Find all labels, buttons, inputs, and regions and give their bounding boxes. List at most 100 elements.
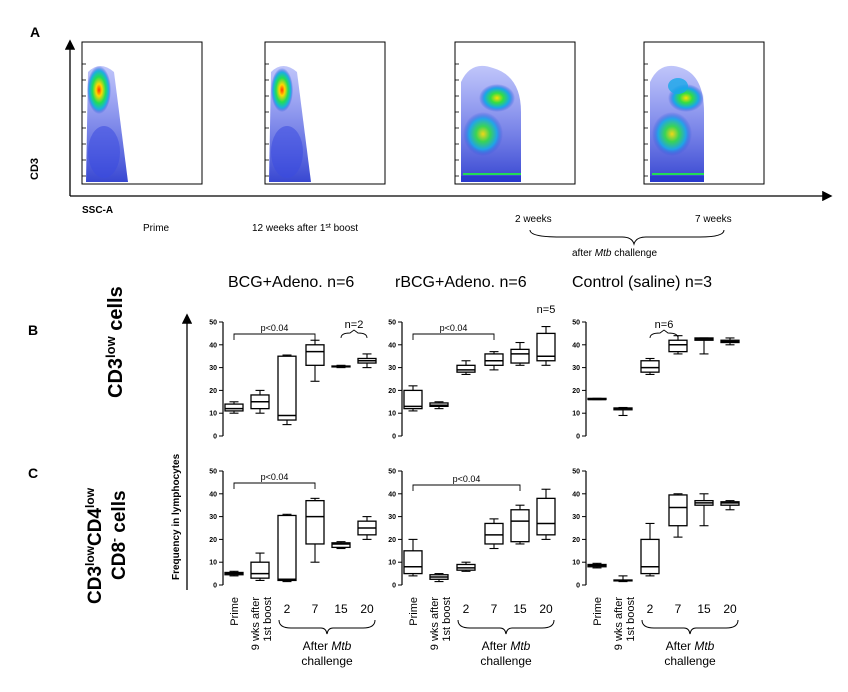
box-y-tick-label: 20 — [209, 388, 217, 395]
after-brace — [278, 619, 376, 635]
panel-a-label: A — [30, 24, 40, 40]
box-mark — [668, 335, 688, 355]
box-mark — [484, 351, 504, 371]
n-bracket — [649, 329, 679, 339]
box-mark — [456, 561, 476, 572]
box-mark — [331, 364, 351, 369]
box-mark — [305, 497, 325, 563]
x-label-9wks: 9 wks after — [429, 597, 441, 651]
x-label-prime: Prime — [408, 597, 420, 626]
box-chart-b-3: 0 10 20 30 40 50 n=6 — [572, 319, 740, 441]
box-mark — [720, 337, 740, 346]
n-label: n=5 — [537, 304, 556, 316]
box-y-tick-label: 0 — [392, 434, 396, 441]
box-mark — [403, 385, 423, 412]
significance-bracket — [412, 484, 521, 491]
challenge-caption: after Mtb challenge — [572, 248, 657, 259]
box-y-tick-label: 40 — [209, 342, 217, 349]
box-y-tick-label: 30 — [209, 365, 217, 372]
box-mark — [536, 326, 556, 366]
x-label-9wks: 9 wks after — [613, 597, 625, 651]
box-y-tick-label: 50 — [572, 320, 580, 327]
x-label-week: 20 — [539, 602, 553, 616]
after-label-line2: challenge — [480, 654, 532, 668]
x-label-week: 7 — [675, 602, 682, 616]
box-y-tick-label: 0 — [213, 434, 217, 441]
flow-plot-3 — [454, 41, 576, 185]
group-title-control: Control (saline) n=3 — [572, 274, 712, 291]
box-y-tick-label: 10 — [209, 411, 217, 418]
frequency-axis-title: Frequency in lymphocytes — [171, 453, 182, 580]
x-label-1st-boost: 1st boost — [441, 597, 453, 642]
box-y-tick-label: 10 — [209, 560, 217, 567]
box-mark — [640, 357, 660, 375]
box-mark — [277, 354, 297, 426]
box-mark — [613, 575, 633, 583]
x-label-week: 20 — [360, 602, 374, 616]
box-mark — [694, 493, 714, 527]
group-title-bcg: BCG+Adeno. n=6 — [228, 274, 354, 291]
box-y-tick-label: 20 — [388, 388, 396, 395]
box-mark — [357, 353, 377, 369]
box-y-tick-label: 40 — [209, 491, 217, 498]
flow-caption-boost: 12 weeks after 1st boost — [252, 223, 358, 235]
box-y-tick-label: 10 — [388, 411, 396, 418]
after-label: After Mtb — [666, 639, 715, 653]
box-y-tick-label: 30 — [572, 514, 580, 521]
n-label: n=2 — [345, 319, 364, 331]
box-mark — [587, 397, 607, 401]
x-label-week: 15 — [513, 602, 527, 616]
significance-bracket — [233, 333, 316, 340]
x-label-week: 2 — [284, 602, 291, 616]
x-label-week: 7 — [491, 602, 498, 616]
box-mark — [250, 552, 270, 581]
significance-label: p<0.04 — [261, 323, 289, 333]
x-label-week: 2 — [463, 602, 470, 616]
box-y-tick-label: 20 — [572, 388, 580, 395]
box-mark — [403, 538, 423, 577]
after-label-line2: challenge — [664, 654, 716, 668]
flow-plot-1 — [81, 41, 203, 185]
box-mark — [613, 406, 633, 417]
box-mark — [694, 337, 714, 355]
box-mark — [668, 493, 688, 538]
x-label-prime: Prime — [229, 597, 241, 626]
box-y-tick-label: 30 — [388, 514, 396, 521]
box-mark — [250, 389, 270, 414]
after-brace — [641, 619, 739, 635]
flow-plots — [81, 41, 765, 185]
x-labels-group-3: Prime 9 wks after 1st boost 2 7 15 20 After Mtb… — [592, 597, 739, 668]
box-mark — [429, 573, 449, 583]
box-y-tick-label: 30 — [388, 365, 396, 372]
box-y-tick-label: 30 — [209, 514, 217, 521]
box-mark — [587, 562, 607, 569]
x-label-week: 20 — [723, 602, 737, 616]
box-mark — [484, 518, 504, 550]
box-y-tick-label: 20 — [388, 537, 396, 544]
panel-b-label: B — [28, 322, 38, 338]
after-label: After Mtb — [482, 639, 531, 653]
panel-a-y-label: CD3 — [29, 158, 41, 180]
box-y-tick-label: 50 — [388, 469, 396, 476]
x-label-prime: Prime — [592, 597, 604, 626]
after-label: After Mtb — [303, 639, 352, 653]
box-y-tick-label: 0 — [576, 434, 580, 441]
box-mark — [720, 500, 740, 511]
box-chart-b-2: 0 10 20 30 40 50 p<0.04 n=5 — [388, 304, 556, 441]
box-y-tick-label: 0 — [576, 583, 580, 590]
box-y-tick-label: 20 — [572, 537, 580, 544]
x-labels-group-2: Prime 9 wks after 1st boost 2 7 15 20 After Mtb… — [408, 597, 555, 668]
box-mark — [305, 339, 325, 382]
box-y-tick-label: 50 — [209, 469, 217, 476]
x-label-week: 7 — [312, 602, 319, 616]
box-mark — [456, 360, 476, 375]
box-y-tick-label: 40 — [572, 491, 580, 498]
challenge-brace — [529, 229, 725, 246]
box-chart-b-1: 0 10 20 30 40 50 p<0.04 n=2 — [209, 319, 377, 441]
box-y-tick-label: 0 — [213, 583, 217, 590]
significance-bracket — [233, 482, 316, 489]
n-label: n=6 — [655, 319, 674, 331]
box-y-tick-label: 40 — [388, 491, 396, 498]
